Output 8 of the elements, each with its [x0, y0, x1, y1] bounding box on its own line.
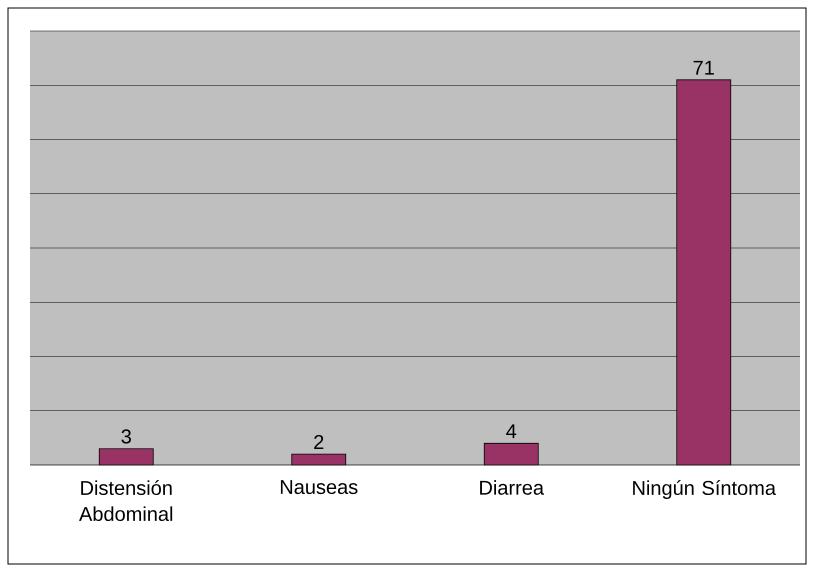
data-label: 2: [314, 434, 324, 449]
data-label: 4: [506, 424, 516, 438]
x-tick-label: Ningún Síntoma: [633, 480, 776, 500]
data-label: 71: [694, 60, 714, 75]
data-label: 3: [121, 429, 131, 444]
x-tick-label: Distensión Abdominal: [79, 480, 172, 522]
x-tick-label: Nauseas: [280, 480, 358, 494]
x-tick-label: Diarrea: [480, 480, 544, 495]
